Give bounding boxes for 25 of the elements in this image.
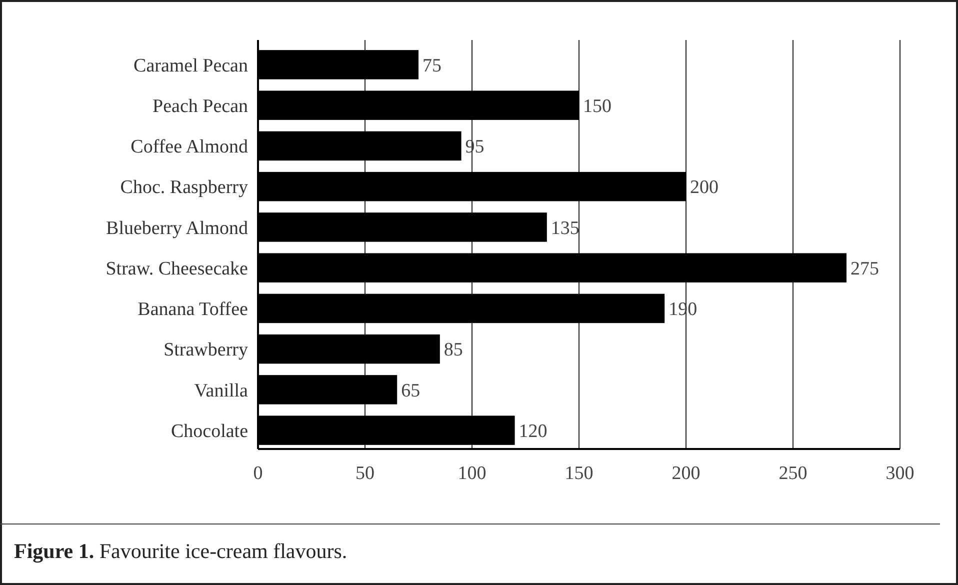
x-tick-label: 100 [458, 463, 486, 484]
data-label: 65 [401, 380, 420, 402]
data-label: 150 [583, 96, 612, 117]
y-tick-label: Vanilla [194, 380, 249, 402]
data-label: 200 [690, 177, 718, 198]
data-label: 75 [422, 55, 442, 76]
x-tick-label: 200 [672, 463, 700, 484]
x-tick-label: 0 [253, 463, 263, 484]
x-tick-label: 250 [778, 463, 808, 484]
x-tick-label: 300 [886, 463, 914, 484]
data-label: 275 [850, 258, 879, 280]
x-tick-label: 150 [564, 463, 594, 484]
y-tick-label: Choc. Raspberry [120, 177, 248, 198]
y-tick-label: Strawberry [164, 340, 248, 361]
y-tick-label: Straw. Cheesecake [106, 258, 248, 280]
data-label: 85 [444, 340, 463, 361]
x-tick-label: 50 [356, 463, 374, 484]
y-tick-label: Coffee Almond [130, 136, 248, 158]
y-tick-label: Chocolate [170, 420, 248, 442]
y-tick-label: Peach Pecan [152, 96, 248, 117]
text: Figure 1. Favourite ice-cream flavours. [14, 539, 348, 563]
y-tick-label: Banana Toffee [138, 299, 248, 320]
y-tick-label: Blueberry Almond [106, 218, 248, 239]
data-label: 120 [518, 420, 548, 442]
y-tick-label: Caramel Pecan [134, 55, 248, 76]
